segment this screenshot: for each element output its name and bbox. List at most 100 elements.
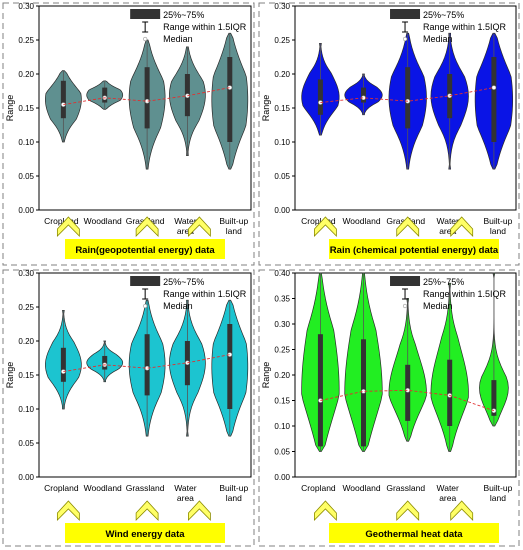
median-trend-line	[320, 389, 495, 412]
y-tick-label: 0.00	[18, 473, 34, 482]
y-tick-label: 0.00	[274, 473, 290, 482]
x-category-label: Woodland	[342, 483, 380, 493]
panel-border	[258, 2, 520, 266]
legend-whisker-label: Range within 1.5IQR	[163, 22, 247, 32]
y-tick-label: 0.05	[274, 172, 290, 181]
y-tick-label: 0.30	[18, 2, 34, 11]
legend-median-label: Median	[163, 34, 193, 44]
chart-title-box	[65, 239, 225, 259]
x-category-label: Grassland	[126, 483, 165, 493]
chevron-up-icon	[56, 216, 80, 237]
x-category-label: Grassland	[386, 483, 425, 493]
legend-box-swatch	[130, 276, 161, 286]
y-tick-label: 0.15	[274, 104, 290, 113]
median-trend-line	[63, 87, 230, 106]
chart-title-box	[65, 523, 225, 543]
x-category-label: Built-up land	[219, 483, 248, 503]
x-category-label: Woodland	[342, 216, 380, 226]
y-tick-label: 0.20	[274, 70, 290, 79]
y-axis-label: Range	[5, 95, 15, 122]
y-tick-label: 0.15	[18, 371, 34, 380]
chevron-up-icon	[314, 500, 337, 521]
iqr-box	[447, 359, 453, 426]
x-category-label-line: land	[490, 493, 506, 503]
y-tick-label: 0.25	[274, 36, 290, 45]
x-category-label: Water area	[437, 216, 460, 236]
x-category-label: Cropland	[301, 216, 336, 226]
x-category-label-line: Built-up	[483, 483, 512, 493]
chart-title-box	[329, 523, 499, 543]
x-category-label: Cropland	[301, 483, 336, 493]
legend-box-label: 25%~75%	[163, 10, 204, 20]
x-category-label: Built-up land	[219, 216, 248, 236]
x-category-label: Water area	[174, 483, 197, 503]
legend-box-swatch	[390, 9, 421, 19]
x-category-label: Water area	[437, 483, 460, 503]
chart-title: Wind energy data	[105, 529, 185, 540]
x-category-label-line: Built-up	[219, 216, 248, 226]
legend-median-label: Median	[423, 301, 453, 311]
y-tick-label: 0.30	[18, 269, 34, 278]
x-category-label-line: Built-up	[219, 483, 248, 493]
y-tick-label: 0.25	[18, 303, 34, 312]
legend: 25%~75% Range within 1.5IQR Median	[390, 9, 507, 44]
panel-border	[2, 269, 255, 547]
y-tick-label: 0.30	[274, 2, 290, 11]
panel-border	[258, 269, 520, 547]
legend-whisker-label: Range within 1.5IQR	[163, 289, 247, 299]
x-category-label: Built-up land	[483, 216, 512, 236]
legend-median-swatch	[402, 303, 408, 309]
chevron-up-icon	[396, 500, 420, 521]
x-category-label-line: Water	[174, 216, 197, 226]
iqr-box	[60, 80, 66, 119]
y-tick-label: 0.20	[274, 371, 290, 380]
legend: 25%~75% Range within 1.5IQR Median	[390, 276, 507, 311]
x-category-label: Water area	[174, 216, 197, 236]
chevron-up-icon	[450, 500, 474, 521]
y-tick-label: 0.15	[18, 104, 34, 113]
legend-median-swatch	[402, 36, 408, 42]
y-tick-label: 0.10	[274, 422, 290, 431]
legend-median-swatch	[143, 303, 148, 309]
iqr-box	[317, 334, 323, 447]
x-category-label-line: land	[226, 226, 242, 236]
x-category-label-line: area	[177, 226, 194, 236]
chevron-up-icon	[135, 216, 159, 237]
y-tick-label: 0.25	[274, 346, 290, 355]
y-tick-label: 0.10	[18, 405, 34, 414]
chevron-up-icon	[188, 500, 211, 521]
y-axis-label: Range	[5, 362, 15, 389]
iqr-box	[491, 57, 497, 142]
median-point	[491, 85, 497, 90]
legend-median-label: Median	[423, 34, 453, 44]
legend: 25%~75% Range within 1.5IQR Median	[130, 276, 247, 311]
y-tick-label: 0.10	[18, 138, 34, 147]
x-category-label-line: Built-up	[483, 216, 512, 226]
legend: 25%~75% Range within 1.5IQR Median	[130, 9, 247, 44]
y-tick-label: 0.30	[274, 320, 290, 329]
legend-median-label: Median	[163, 301, 193, 311]
y-axis-label: Range	[261, 95, 271, 122]
chart-panel: 0.00 0.05 0.10 0.15 0.20 0.25 0.30 Range 25%~75%…	[2, 269, 255, 547]
y-tick-label: 0.05	[274, 448, 290, 457]
iqr-box	[491, 380, 497, 416]
median-trend-line	[320, 87, 494, 104]
x-category-label: Woodland	[84, 483, 122, 493]
iqr-box	[361, 87, 367, 103]
chart-title: Rain (chemical potential energy) data	[330, 245, 499, 256]
y-tick-label: 0.05	[18, 439, 34, 448]
y-tick-label: 0.20	[18, 70, 34, 79]
y-tick-label: 0.00	[18, 206, 34, 215]
iqr-box	[102, 87, 108, 103]
y-tick-label: 0.20	[18, 337, 34, 346]
y-tick-label: 0.10	[274, 138, 290, 147]
chart-title-box	[329, 239, 499, 259]
legend-box-swatch	[390, 276, 421, 286]
x-category-label-line: area	[177, 493, 194, 503]
y-axis-label: Range	[261, 362, 271, 389]
x-category-label-line: Water	[437, 483, 460, 493]
iqr-box	[317, 79, 323, 115]
legend-box-label: 25%~75%	[423, 277, 464, 287]
chart-panel: 0.00 0.05 0.10 0.15 0.20 0.25 0.30 0.35 0.40 Rang…	[258, 269, 520, 547]
chart-panel: 0.00 0.05 0.10 0.15 0.20 0.25 0.30 Range 25%~75%…	[2, 2, 255, 266]
